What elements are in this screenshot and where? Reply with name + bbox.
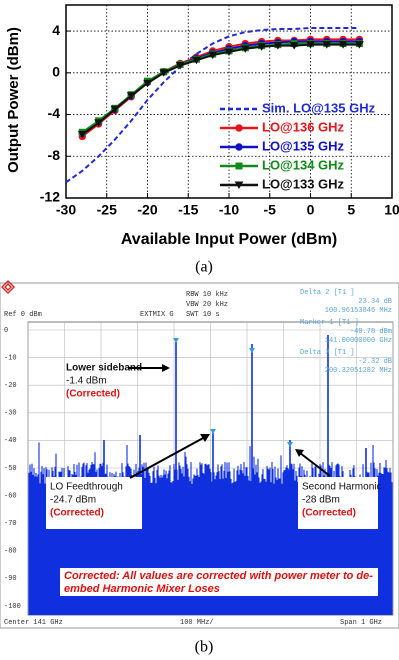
legend-label: LO@134 GHz [262,157,345,172]
level-label: -60 [4,492,17,500]
y-tick-label: 4 [52,22,60,38]
annotation: LO Feedthrough [50,482,123,493]
spectrum-screenshot: Ref 0 dBm EXTMIX G RBW 10 kHz VBW 20 kHz… [0,281,399,628]
x-tick-label: 5 [347,202,355,218]
annotation: -28 dBm [302,495,340,506]
note: embed Harmonic Mixer Loses [64,583,220,595]
figure: -30-25-20-15-10-50510-12-8-404Sim. LO@13… [0,0,399,660]
x-tick-label: -25 [97,202,117,218]
rbw: RBW 10 kHz [186,291,228,299]
caption: (a) [195,259,213,276]
swt: SWT 10 s [186,311,220,319]
y-tick-label: -12 [40,189,60,205]
marker-readout: 100.96153846 MHz [325,307,392,315]
level-label: -70 [4,520,17,528]
level-label: -30 [4,410,17,418]
mixer: EXTMIX G [140,311,174,319]
annotation: -1.4 dBm [66,376,107,387]
x-tick-label: 0 [307,202,315,218]
legend-marker [236,144,242,150]
marker-readout: -2.32 dB [358,358,392,366]
level-label: -40 [4,437,17,445]
span: Span 1 GHz [340,619,382,627]
annotation: (Corrected) [302,508,356,519]
marker-readout: -40.78 dBm [350,328,392,336]
x-tick-label: -5 [264,202,277,218]
marker-readout: 141.00000000 GHz [325,337,392,345]
legend-marker [236,163,242,169]
level-label: -20 [4,382,17,390]
center-freq: Center 141 GHz [4,619,63,627]
marker-readout: Marker 1 [T1 ] [300,319,359,327]
marker-readout: Delta 2 [T1 ] [300,289,355,297]
marker-readout: 200.32051282 MHz [325,367,392,375]
level-label: -100 [4,603,21,611]
x-tick-label: -10 [219,202,239,218]
level-label: -10 [4,354,17,362]
freq-div: 100 MHz/ [180,619,214,627]
legend-marker [236,125,242,131]
marker-readout: Delta 3 [T1 ] [300,349,355,357]
y-tick-label: 0 [52,64,60,80]
x-tick-label: -15 [178,202,198,218]
ref-level: Ref 0 dBm [4,311,42,319]
x-tick-label: -20 [137,202,157,218]
annotation: -24.7 dBm [50,495,96,506]
caption: (b) [195,639,214,656]
y-axis-title: Output Power (dBm) [5,27,22,173]
level-label: 0 [4,327,8,335]
level-label: -80 [4,548,17,556]
level-label: -50 [4,465,17,473]
legend-label: Sim. LO@135 GHz [262,100,376,115]
y-tick-label: -8 [48,147,61,163]
legend-label: LO@135 GHz [262,138,345,153]
x-tick-label: 10 [384,202,399,218]
y-tick-label: -4 [48,105,61,121]
annotation: (Corrected) [66,389,120,400]
marker-readout: 23.34 dB [358,298,392,306]
annotation: Second Harmonic [302,482,381,493]
level-label: -90 [4,575,17,583]
legend-label: LO@133 GHz [262,176,345,191]
vbw: VBW 20 kHz [186,301,228,309]
x-axis-title: Available Input Power (dBm) [121,231,337,248]
legend-label: LO@136 GHz [262,119,345,134]
annotation: (Corrected) [50,508,104,519]
note: Corrected: All values are corrected with… [64,570,373,582]
